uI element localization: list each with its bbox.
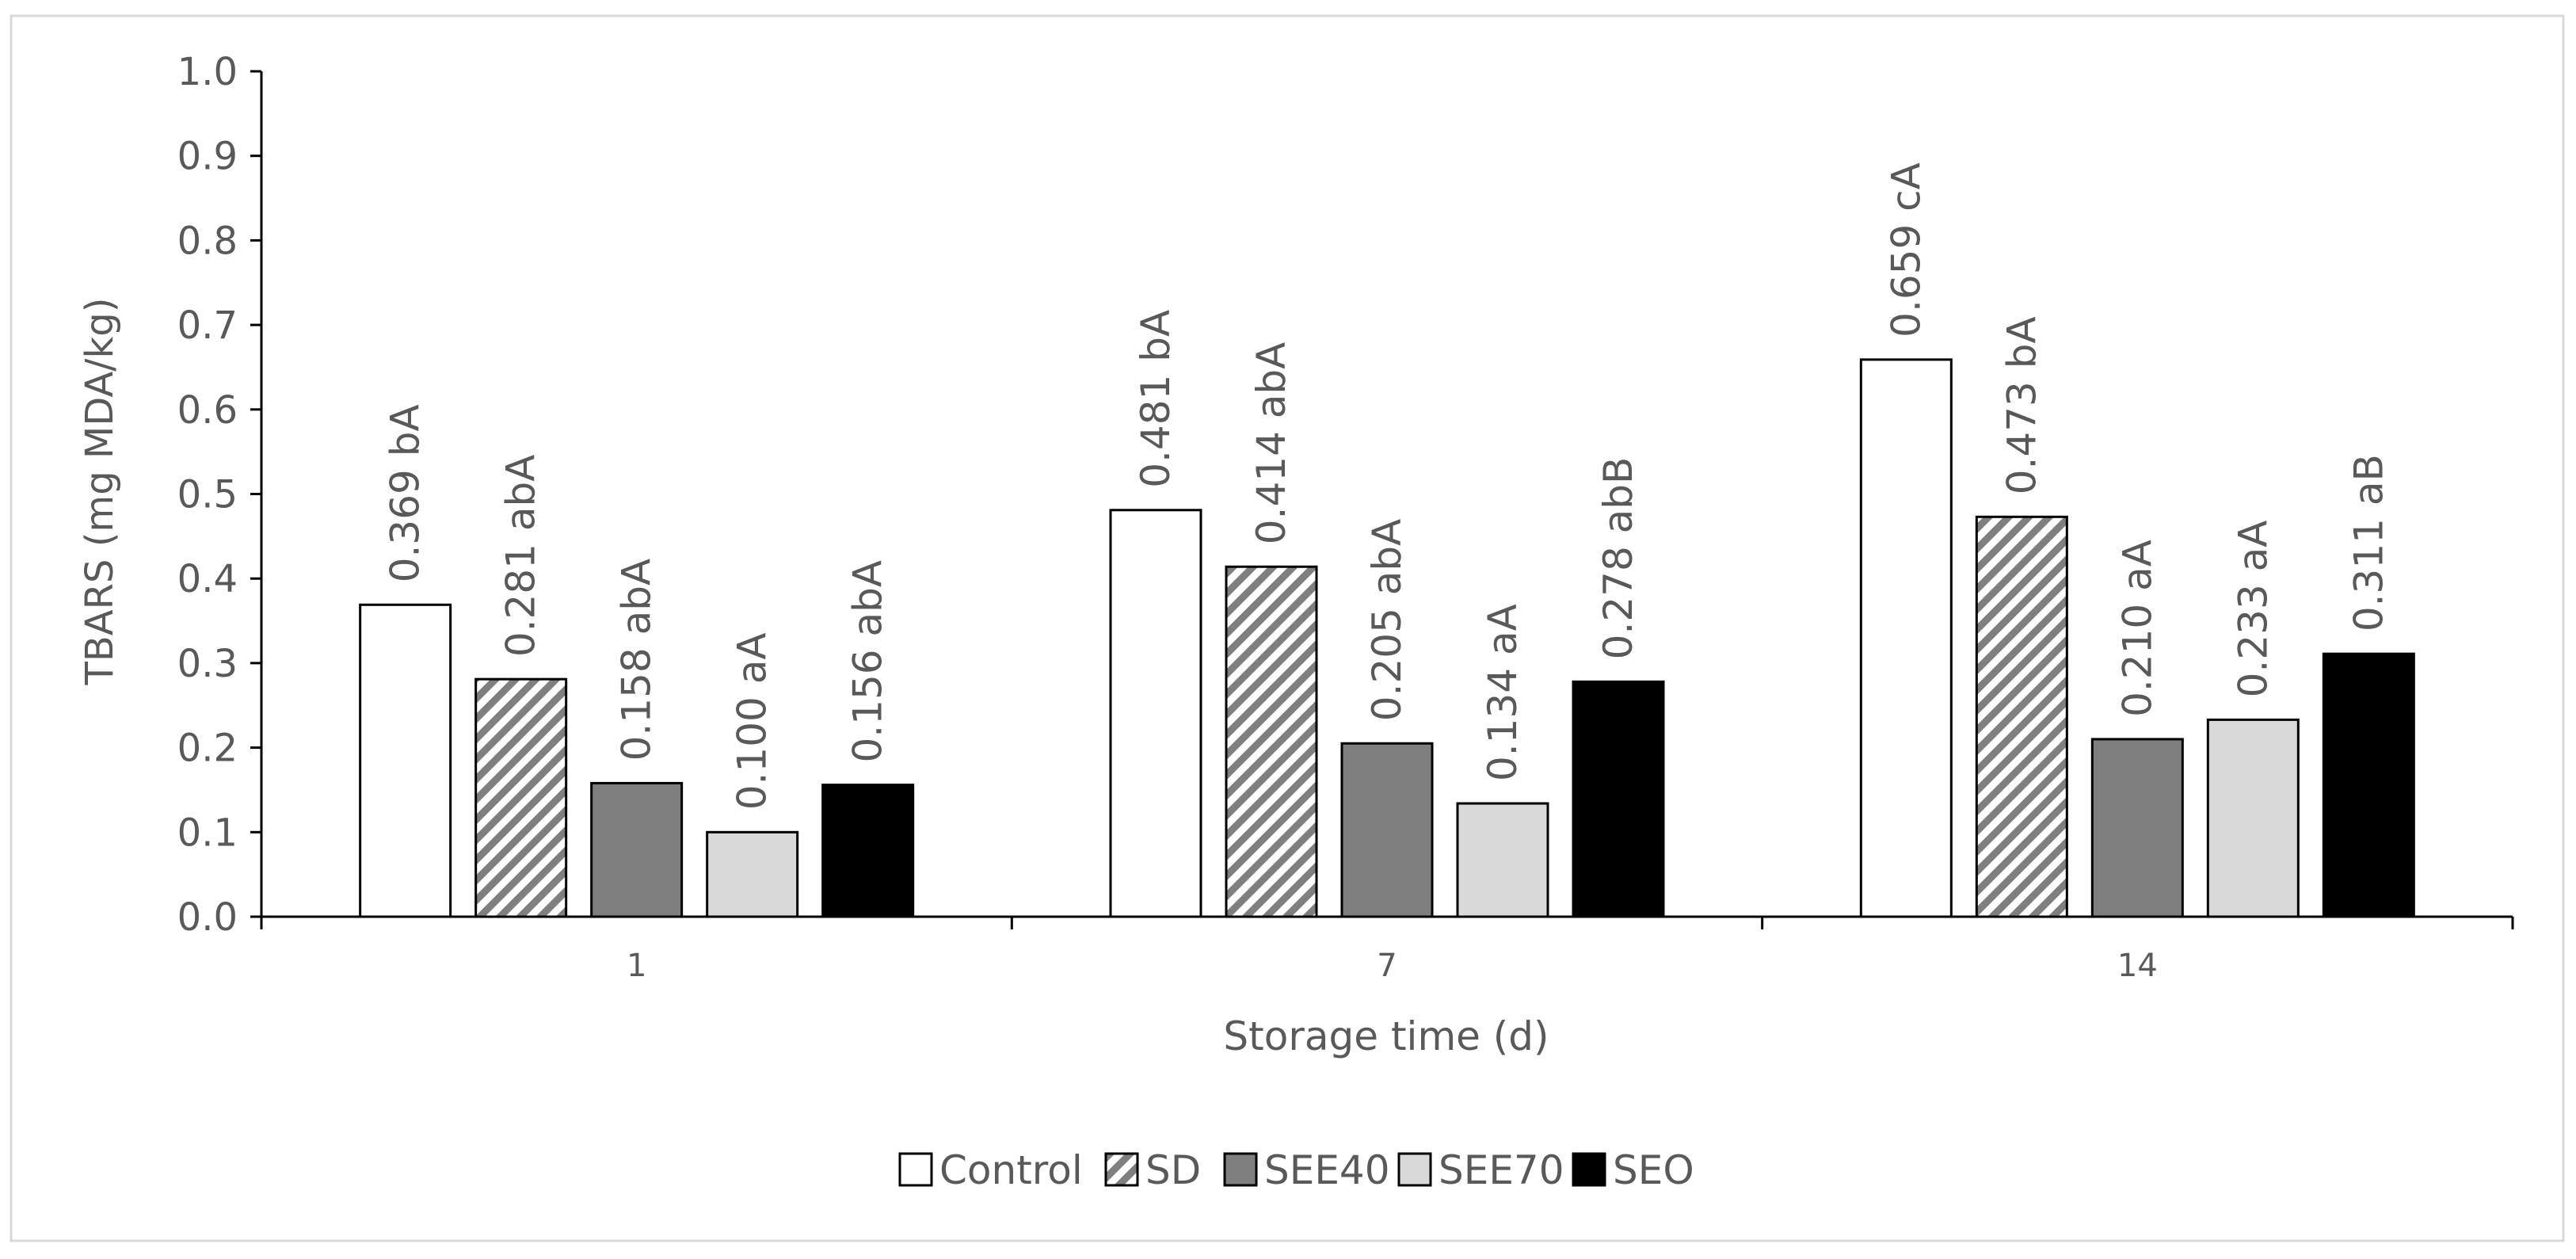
- data-label: 0.473 bA: [1999, 316, 2044, 494]
- y-tick-label: 0.3: [177, 642, 238, 686]
- bar-see40-day-14: [2090, 738, 2184, 918]
- y-tick-label: 0.7: [177, 303, 238, 348]
- data-label: 0.100 aA: [730, 632, 775, 810]
- bar-control-day-1: [359, 603, 452, 918]
- x-axis-title: Storage time (d): [1223, 1013, 1549, 1059]
- legend-swatch-sd: [1104, 1152, 1139, 1187]
- y-tick-label: 0.5: [177, 473, 238, 517]
- bar-control-day-14: [1859, 358, 1953, 918]
- bar-see70-day-1: [706, 830, 799, 918]
- data-label: 0.281 abA: [498, 455, 544, 658]
- bar-control-day-7: [1109, 509, 1202, 918]
- y-tick-label: 0.9: [177, 135, 238, 179]
- y-tick-label: 0.2: [177, 727, 238, 771]
- bar-see70-day-14: [2206, 718, 2300, 918]
- y-tick-label: 0.0: [177, 895, 238, 940]
- y-tick-label: 0.8: [177, 219, 238, 263]
- data-label: 0.158 abA: [614, 559, 660, 761]
- data-label: 0.369 bA: [383, 404, 429, 582]
- legend-label-see40: SEE40: [1264, 1147, 1390, 1193]
- legend: Control SD SEE40 SEE70 SEO: [898, 1147, 1694, 1193]
- legend-label-control: Control: [939, 1147, 1083, 1193]
- y-tick-label: 0.1: [177, 811, 238, 855]
- legend-label-see70: SEE70: [1439, 1147, 1564, 1193]
- bar-sd-day-14: [1975, 515, 2068, 918]
- bar-see40-day-7: [1340, 742, 1434, 918]
- data-label: 0.156 abA: [845, 560, 891, 763]
- y-tick-label: 1.0: [177, 50, 238, 94]
- legend-label-seo: SEO: [1613, 1147, 1694, 1193]
- data-label: 0.233 aA: [2230, 520, 2276, 697]
- y-tick-label: 0.6: [177, 388, 238, 433]
- bar-seo-day-1: [821, 784, 915, 918]
- bar-seo-day-14: [2322, 652, 2415, 918]
- data-label: 0.278 abB: [1595, 457, 1641, 660]
- bar-sd-day-1: [474, 677, 568, 918]
- y-tick-label: 0.4: [177, 557, 238, 601]
- x-tick-label: 14: [2117, 948, 2158, 984]
- data-label: 0.659 cA: [1883, 162, 1929, 338]
- data-label: 0.414 abA: [1248, 342, 1294, 545]
- data-label: 0.210 aA: [2114, 540, 2160, 717]
- legend-swatch-see40: [1223, 1152, 1258, 1187]
- data-label: 0.205 abA: [1364, 519, 1410, 722]
- legend-swatch-seo: [1572, 1152, 1606, 1187]
- data-label: 0.481 bA: [1133, 310, 1179, 488]
- bar-seo-day-7: [1572, 680, 1665, 918]
- legend-swatch-control: [898, 1152, 933, 1187]
- y-axis-title: TBARS (mg MDA/kg): [78, 298, 122, 686]
- data-label: 0.311 aB: [2345, 454, 2391, 631]
- bar-see40-day-1: [590, 781, 684, 918]
- legend-label-sd: SD: [1145, 1147, 1201, 1193]
- plot-area: 0.0 0.1 0.2 0.3 0.4 0.5 0.6 0.7 0.8 0.9 1.0 1 7 14 0.3…: [177, 50, 2514, 984]
- legend-swatch-see70: [1397, 1152, 1432, 1187]
- bar-see70-day-7: [1456, 802, 1549, 918]
- x-tick-label: 7: [1377, 948, 1397, 984]
- x-tick-label: 1: [627, 948, 646, 984]
- bar-sd-day-7: [1225, 565, 1318, 918]
- data-label: 0.134 aA: [1480, 604, 1526, 781]
